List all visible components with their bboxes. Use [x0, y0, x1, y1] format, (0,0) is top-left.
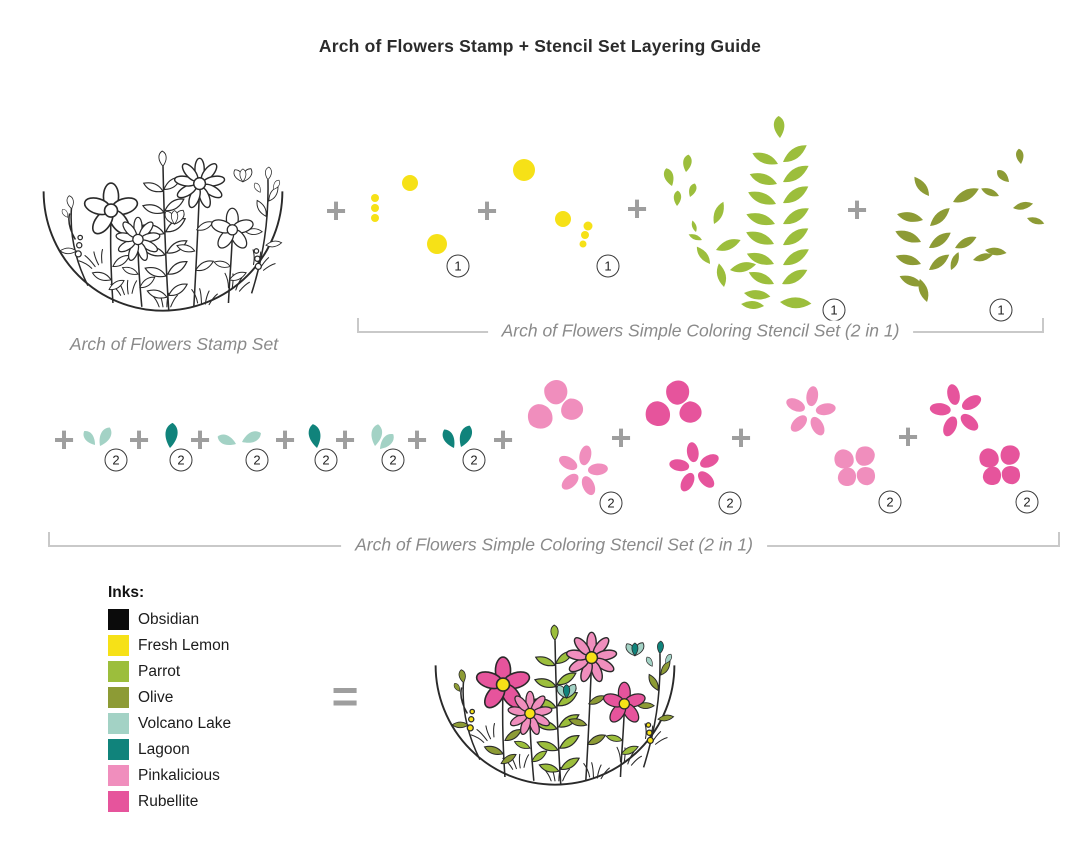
ink-swatch-lagoon	[108, 739, 129, 760]
ink-swatch-obsidian	[108, 609, 129, 630]
layer-number-badge: 2	[104, 448, 128, 472]
stencil-set-label: Arch of Flowers Simple Coloring Stencil …	[487, 320, 914, 342]
layer-number-badge: 2	[381, 448, 405, 472]
stencil-layer-yellow-2	[513, 159, 593, 248]
ink-row: Volcano Lake	[108, 713, 231, 734]
ink-name: Fresh Lemon	[138, 636, 230, 654]
ink-name: Pinkalicious	[138, 766, 220, 784]
stencil-set-bracket-row1: Arch of Flowers Simple Coloring Stencil …	[357, 318, 1044, 342]
layer-number-badge: 1	[446, 254, 470, 278]
layer-number-badge: 1	[989, 298, 1013, 322]
ink-swatch-volcano-lake	[108, 713, 129, 734]
inks-heading: Inks:	[108, 584, 145, 601]
ink-name: Lagoon	[138, 740, 190, 758]
plus-icon: +	[492, 419, 514, 460]
equals-icon: =	[331, 670, 359, 722]
ink-name: Volcano Lake	[138, 714, 232, 732]
plus-icon: +	[846, 189, 868, 230]
ink-row: Pinkalicious	[108, 765, 231, 786]
plus-icon: +	[610, 417, 632, 458]
stencil-set-label: Arch of Flowers Simple Coloring Stencil …	[341, 534, 767, 556]
ink-row: Fresh Lemon	[108, 635, 231, 656]
ink-swatch-fresh-lemon	[108, 635, 129, 656]
layer-number-badge: 1	[596, 254, 620, 278]
stencil-flower-group-4	[905, 375, 1030, 500]
stencil-layer-yellow-1	[371, 175, 447, 254]
plus-icon: +	[897, 416, 919, 457]
finished-colored-illustration	[420, 596, 690, 803]
plus-icon: +	[626, 188, 648, 229]
ink-name: Parrot	[138, 662, 181, 680]
plus-icon: +	[476, 190, 498, 231]
plus-icon: +	[189, 419, 211, 460]
ink-swatch-olive	[108, 687, 129, 708]
ink-row: Lagoon	[108, 739, 231, 760]
layer-number-badge: 2	[462, 448, 486, 472]
ink-row: Parrot	[108, 661, 231, 682]
plus-icon: +	[334, 419, 356, 460]
ink-row: Obsidian	[108, 609, 231, 630]
plus-icon: +	[274, 419, 296, 460]
plus-icon: +	[53, 419, 75, 460]
ink-row: Olive	[108, 687, 231, 708]
ink-swatch-rubellite	[108, 791, 129, 812]
page-title: Arch of Flowers Stamp + Stencil Set Laye…	[318, 36, 762, 56]
stencil-layer-olive-leaves	[893, 148, 1046, 304]
ink-row: Rubellite	[108, 791, 231, 812]
ink-swatch-pinkalicious	[108, 765, 129, 786]
layer-number-badge: 2	[718, 491, 742, 515]
plus-icon: +	[128, 419, 150, 460]
inks-legend: Inks: Obsidian Fresh Lemon Parrot Olive …	[108, 584, 231, 817]
layer-number-badge: 2	[169, 448, 193, 472]
stencil-set-bracket-row2: Arch of Flowers Simple Coloring Stencil …	[48, 532, 1060, 556]
stamp-set-label: Arch of Flowers Stamp Set	[69, 334, 279, 354]
plus-icon: +	[406, 419, 428, 460]
stencil-layer-parrot-leaves	[661, 115, 813, 312]
layer-number-badge: 2	[1015, 490, 1039, 514]
ink-name: Olive	[138, 688, 174, 706]
ink-swatch-parrot	[108, 661, 129, 682]
plus-icon: +	[730, 417, 752, 458]
stamp-set-illustration	[28, 122, 298, 329]
layer-number-badge: 2	[878, 490, 902, 514]
layer-number-badge: 2	[599, 491, 623, 515]
ink-name: Rubellite	[138, 792, 199, 810]
plus-icon: +	[325, 190, 347, 231]
layer-number-badge: 2	[314, 448, 338, 472]
layer-number-badge: 2	[245, 448, 269, 472]
stencil-flower-group-3	[760, 378, 875, 500]
ink-name: Obsidian	[138, 610, 200, 628]
